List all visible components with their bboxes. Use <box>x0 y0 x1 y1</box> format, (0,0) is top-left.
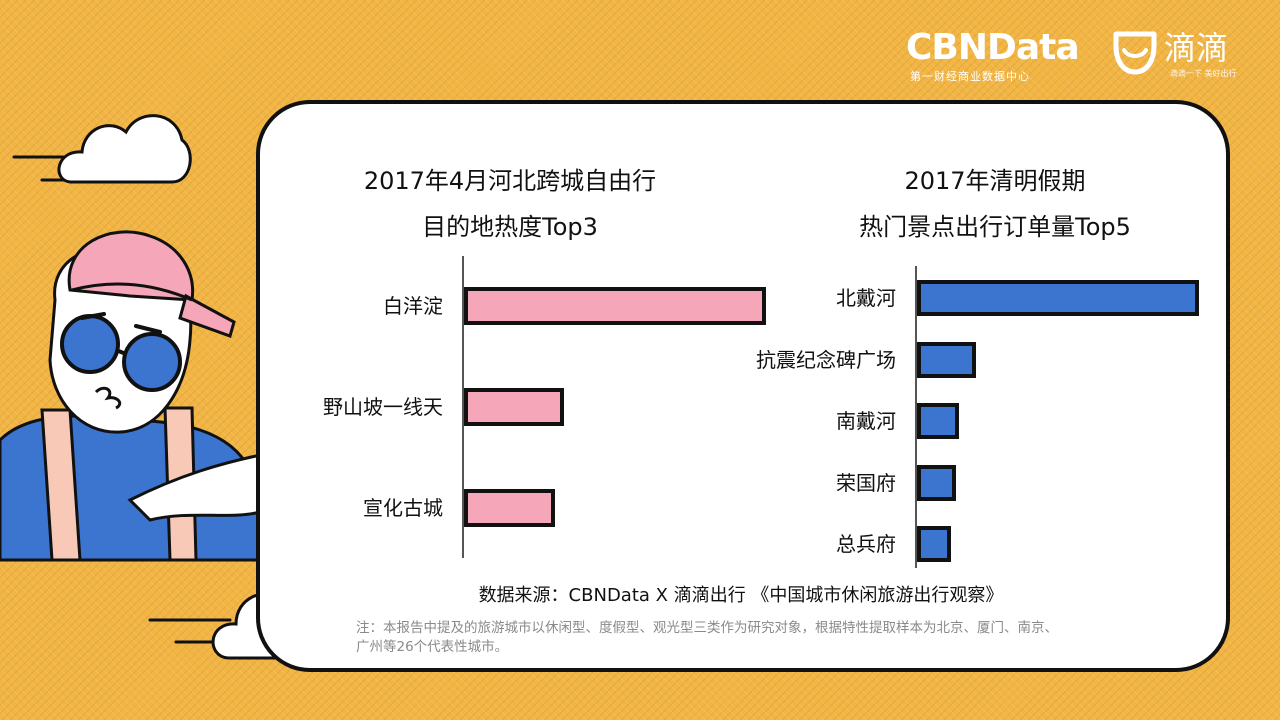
category-label: 南戴河 <box>836 409 896 433</box>
cloud-top-icon <box>57 114 192 184</box>
chart-title-left-line1: 2017年4月河北跨城自由行 <box>363 167 657 195</box>
character-illustration <box>0 230 413 562</box>
category-label: 总兵府 <box>836 532 896 556</box>
chart-title-right-line1: 2017年清明假期 <box>904 167 1086 195</box>
category-label: 野山坡一线天 <box>323 395 443 419</box>
bar <box>917 341 977 378</box>
bar <box>464 388 564 426</box>
bar <box>464 489 555 527</box>
category-label: 抗震纪念碑广场 <box>756 347 896 372</box>
cbndata-logo: CBNData 第一财经商业数据中心 <box>906 28 1086 84</box>
chart-left-axis <box>462 256 464 558</box>
content-card <box>256 100 1230 672</box>
footnote-line2: 广州等26个代表性城市。 <box>356 639 509 655</box>
brand-name: CBNData <box>906 27 1080 68</box>
footnote-line1: 注：本报告中提及的旅游城市以休闲型、度假型、观光型三类作为研究对象，根据特性提取… <box>356 620 1058 636</box>
data-source: 数据来源：CBNData X 滴滴出行 《中国城市休闲旅游出行观察》 <box>478 585 1004 606</box>
footnote: 注：本报告中提及的旅游城市以休闲型、度假型、观光型三类作为研究对象，根据特性提取… <box>356 619 1196 657</box>
category-label: 白洋淀 <box>383 294 443 318</box>
bar <box>464 287 766 325</box>
category-label: 荣国府 <box>836 470 896 495</box>
chart-title-left-line2: 目的地热度Top3 <box>422 213 598 241</box>
partner-name: 滴滴 <box>1164 29 1229 67</box>
partner-slogan: 滴滴一下 美好出行 <box>1170 69 1237 78</box>
bar <box>917 464 957 501</box>
bar <box>917 280 1199 316</box>
chart-title-left: 2017年4月河北跨城自由行 目的地热度Top3 <box>330 165 690 243</box>
didi-logo: 滴滴 滴滴一下 美好出行 <box>1110 28 1260 78</box>
category-label: 北戴河 <box>836 286 896 310</box>
chart-title-right-line2: 热门景点出行订单量Top5 <box>859 213 1131 241</box>
chart-right-axis <box>915 266 917 568</box>
chart-title-right: 2017年清明假期 热门景点出行订单量Top5 <box>800 165 1190 243</box>
bar <box>917 403 960 439</box>
brand-subtitle: 第一财经商业数据中心 <box>910 70 1030 83</box>
didi-mark-icon <box>1113 31 1157 75</box>
category-label: 宣化古城 <box>363 496 443 520</box>
bar <box>917 526 951 562</box>
